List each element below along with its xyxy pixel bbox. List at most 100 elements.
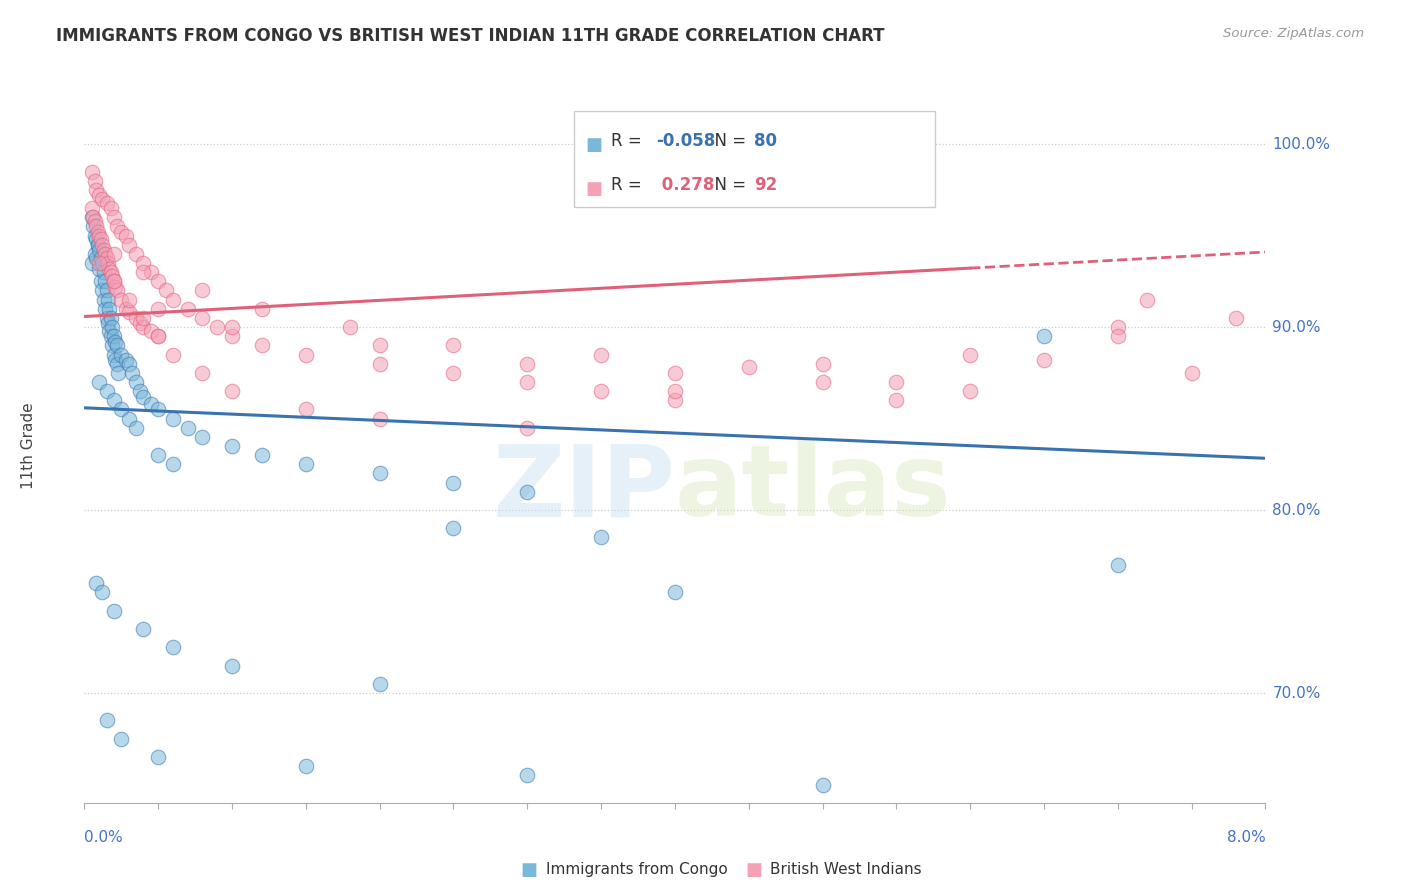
Point — [100, 329, 122, 343]
Point — [591, 531, 613, 545]
Point — [148, 750, 170, 764]
Text: atlas: atlas — [675, 441, 952, 537]
Point — [139, 397, 162, 411]
Point — [101, 320, 124, 334]
Point — [105, 357, 128, 371]
Point — [114, 353, 136, 368]
Point — [103, 393, 125, 408]
Point — [250, 448, 273, 462]
Point — [295, 402, 318, 417]
Point — [107, 366, 129, 380]
Point — [125, 420, 148, 434]
Point — [132, 256, 155, 270]
Point — [191, 310, 214, 325]
Text: N =: N = — [704, 176, 751, 194]
Point — [84, 219, 107, 234]
Point — [886, 393, 908, 408]
Point — [103, 274, 125, 288]
Point — [118, 293, 141, 307]
Point — [100, 310, 122, 325]
Point — [221, 320, 243, 334]
Point — [221, 384, 243, 398]
Point — [118, 237, 141, 252]
Point — [86, 225, 108, 239]
Point — [105, 284, 128, 298]
Point — [162, 640, 184, 655]
Point — [91, 192, 114, 206]
Point — [90, 232, 112, 246]
Point — [91, 237, 114, 252]
Text: R =: R = — [612, 132, 647, 150]
Text: ■: ■ — [520, 861, 537, 879]
Point — [97, 317, 120, 331]
Text: ■: ■ — [586, 136, 603, 153]
Point — [87, 228, 111, 243]
Point — [86, 237, 108, 252]
Point — [121, 366, 143, 380]
Point — [82, 211, 104, 225]
Point — [83, 247, 105, 261]
Point — [132, 390, 155, 404]
Text: 0.278: 0.278 — [657, 176, 714, 194]
Point — [105, 338, 128, 352]
Point — [91, 284, 114, 298]
Point — [221, 329, 243, 343]
Text: 0.0%: 0.0% — [84, 830, 124, 845]
Text: 11th Grade: 11th Grade — [21, 402, 35, 490]
Point — [664, 585, 686, 599]
Point — [516, 357, 538, 371]
Point — [87, 261, 111, 276]
Point — [94, 301, 117, 316]
Point — [86, 237, 108, 252]
Point — [177, 301, 200, 316]
Point — [441, 521, 464, 535]
Point — [94, 274, 117, 288]
Point — [91, 585, 114, 599]
Point — [105, 219, 128, 234]
Point — [368, 677, 391, 691]
Point — [90, 251, 112, 265]
Point — [103, 211, 125, 225]
Point — [516, 768, 538, 782]
Text: IMMIGRANTS FROM CONGO VS BRITISH WEST INDIAN 11TH GRADE CORRELATION CHART: IMMIGRANTS FROM CONGO VS BRITISH WEST IN… — [56, 27, 884, 45]
Point — [368, 467, 391, 481]
Point — [148, 329, 170, 343]
Point — [80, 201, 103, 215]
Point — [132, 622, 155, 636]
Point — [516, 420, 538, 434]
Point — [103, 274, 125, 288]
Point — [98, 324, 121, 338]
Point — [103, 247, 125, 261]
Point — [1107, 320, 1129, 334]
Point — [84, 576, 107, 591]
Point — [96, 251, 118, 265]
Text: 80.0%: 80.0% — [1272, 502, 1320, 517]
Text: ■: ■ — [586, 179, 603, 198]
Point — [368, 357, 391, 371]
Point — [148, 301, 170, 316]
Point — [84, 183, 107, 197]
Point — [368, 338, 391, 352]
Point — [100, 265, 122, 279]
Point — [101, 338, 124, 352]
Point — [125, 375, 148, 389]
Point — [811, 357, 834, 371]
Point — [84, 232, 107, 246]
Point — [148, 402, 170, 417]
Text: 70.0%: 70.0% — [1272, 686, 1320, 700]
Point — [177, 420, 200, 434]
Point — [104, 353, 127, 368]
Point — [191, 366, 214, 380]
Point — [110, 293, 132, 307]
Point — [368, 411, 391, 425]
Point — [664, 384, 686, 398]
Point — [118, 357, 141, 371]
Point — [1136, 293, 1159, 307]
Text: 100.0%: 100.0% — [1272, 136, 1330, 152]
Point — [162, 347, 184, 361]
Point — [811, 777, 834, 791]
Point — [103, 347, 125, 361]
Point — [87, 256, 111, 270]
Point — [96, 384, 118, 398]
Point — [103, 329, 125, 343]
